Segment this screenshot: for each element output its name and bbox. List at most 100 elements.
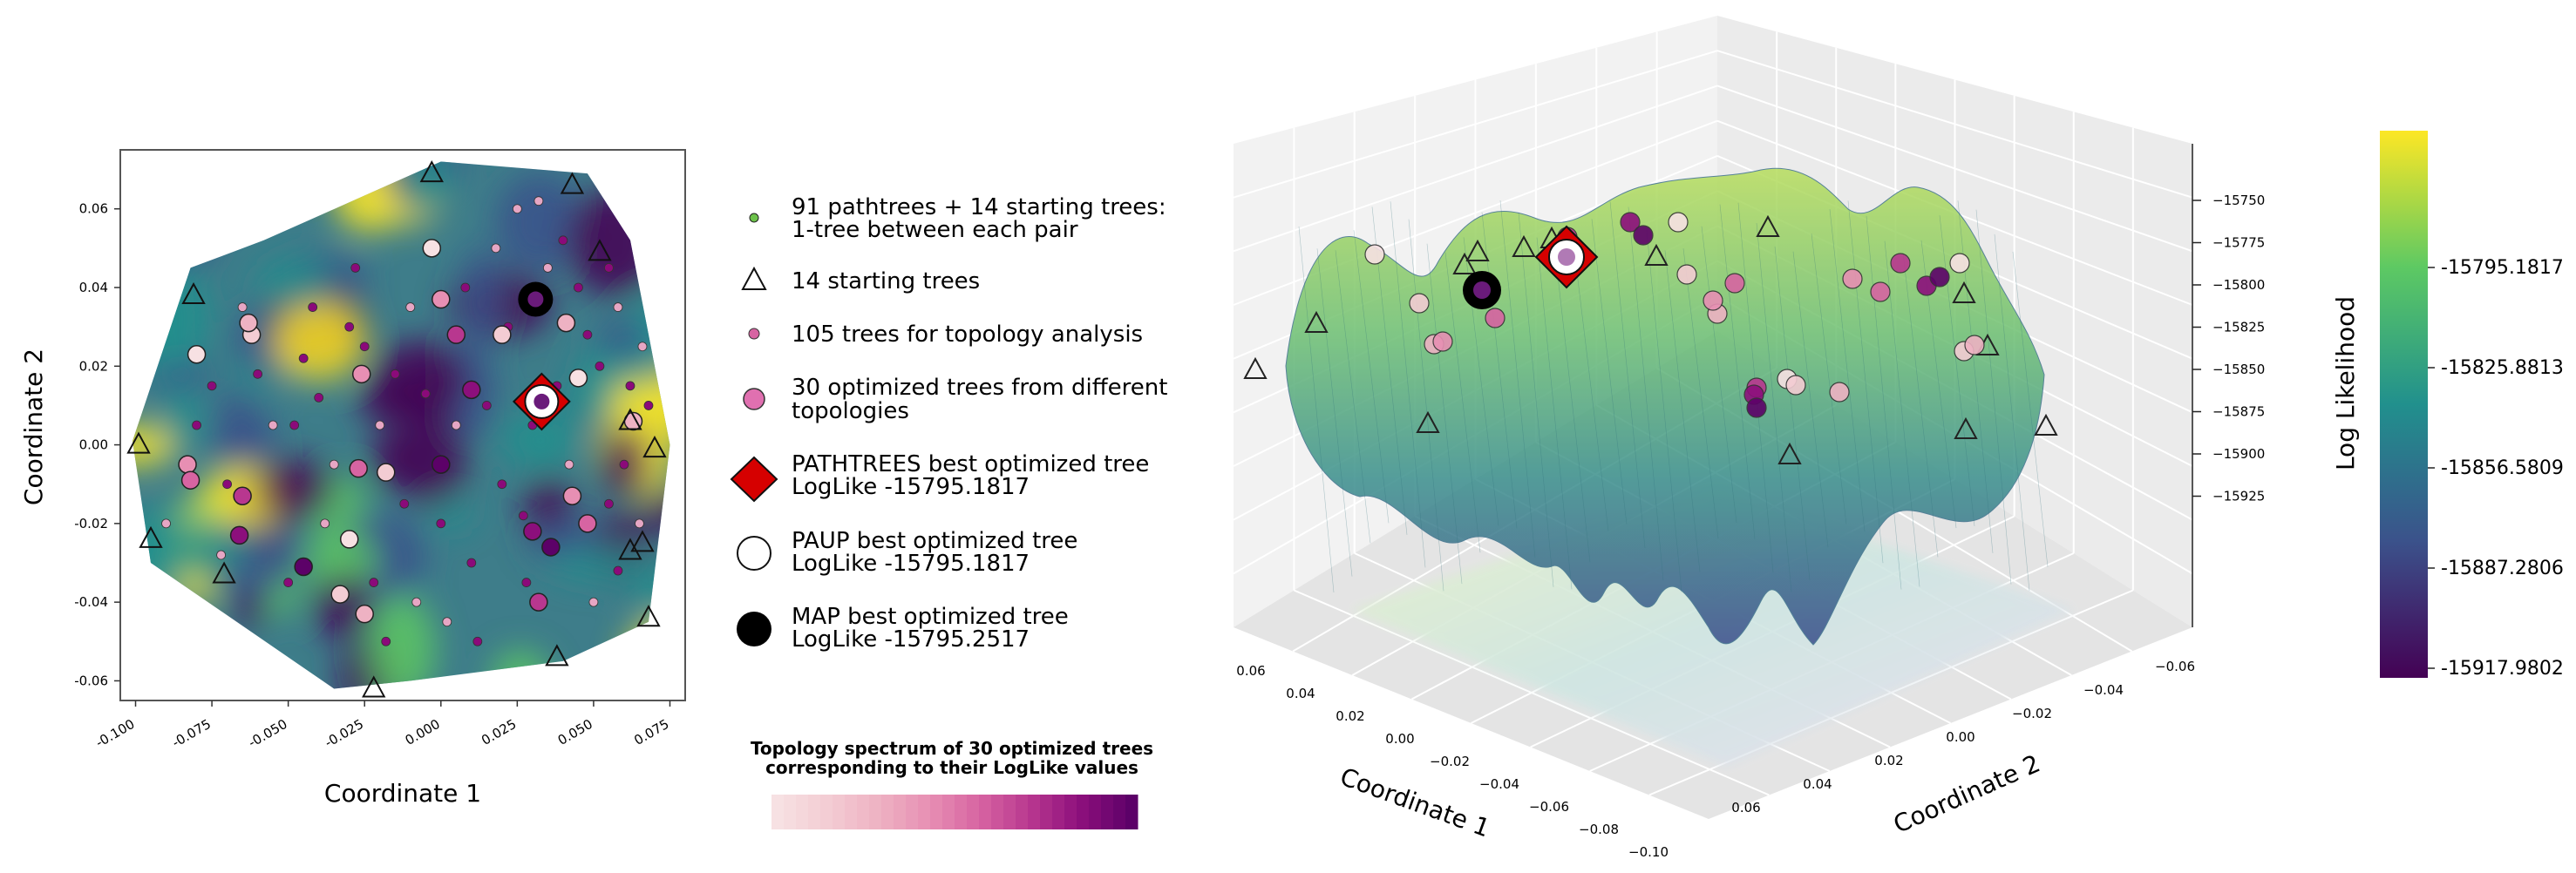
x-tick-label: -0.025 (322, 716, 366, 751)
spectrum-segment (1064, 795, 1077, 829)
starting-tree-marker (560, 172, 585, 194)
pathtree-point (595, 361, 605, 371)
pathtree-point (350, 263, 361, 273)
optimized-tree-point (339, 530, 359, 549)
spectrum-title: Topology spectrum of 30 optimized trees (751, 738, 1153, 759)
x-tick-label: -0.050 (246, 716, 290, 751)
optimized-tree-point (233, 486, 252, 506)
pathtree-point (390, 369, 400, 379)
y-tick-label: 0.02 (79, 358, 108, 374)
spectrum-segment (894, 795, 907, 829)
pathtree-point (320, 518, 330, 529)
y-tick-label: 0.04 (79, 280, 108, 295)
surface-plot: 0.06 0.04 0.02 0.00 −0.02 −0.04 −0.06 −0.08 −0.1… (1233, 16, 2564, 860)
spectrum-segment (1125, 795, 1138, 829)
optimized-tree-point (187, 344, 207, 364)
pathtree-point (512, 204, 522, 214)
starting-tree-marker (545, 644, 569, 667)
spectrum-segment (857, 795, 870, 829)
optimized-tree-point (493, 325, 512, 344)
y-tick-label: -0.04 (74, 594, 108, 610)
optimized-tree-point (446, 325, 466, 344)
starting-tree-3d (1952, 281, 1976, 303)
starting-tree-marker (636, 605, 661, 627)
pathtree-point (542, 263, 553, 273)
y-tick-label: -0.06 (74, 673, 108, 688)
y3d-tick-label: 0.00 (1946, 729, 1974, 745)
pathtree-point (635, 518, 644, 529)
x-tick-label: 0.025 (479, 716, 519, 748)
pathtree-point (289, 420, 300, 430)
legend-topology-text: 105 trees for topology analysis (792, 321, 1143, 348)
pathtree-point (237, 302, 248, 312)
pathtree-point (643, 401, 654, 410)
optimized-tree-point (180, 470, 201, 490)
paup-best-inner (534, 393, 550, 409)
spectrum-segment (1101, 795, 1114, 829)
y-tick-label: 0.06 (79, 201, 108, 217)
legend-pathtree-marker (749, 213, 759, 223)
y-tick-label: 0.00 (79, 437, 108, 453)
spectrum-segment (1113, 795, 1126, 829)
legend-map-text: MAP best optimized tree (792, 604, 1069, 630)
pathtree-point (399, 498, 410, 509)
map-best-inner (527, 291, 544, 308)
x3d-tick-label: −0.02 (1430, 754, 1470, 769)
pathtree-point (283, 578, 294, 587)
optimized-tree-3d (1842, 268, 1863, 289)
spectrum-bar (771, 795, 1138, 829)
pathtree-point (222, 479, 232, 490)
z3d-tick-label: −15775 (2212, 235, 2265, 251)
z3d-axis-label: Log Likelihood (2331, 296, 2360, 470)
spectrum-segment (796, 795, 809, 829)
pathtree-point (344, 321, 355, 332)
starting-tree-3d (1465, 239, 1490, 261)
pathtree-point (582, 329, 593, 340)
spectrum-segment (869, 795, 882, 829)
pathtree-point (637, 342, 648, 352)
spectrum-segment (881, 795, 894, 829)
spectrum-title-2: corresponding to their LogLike values (765, 757, 1138, 778)
colorbar-tick-label: -15856.5809 (2441, 457, 2564, 479)
pathtree-point (481, 401, 492, 410)
pathtree-point (314, 392, 324, 403)
pathtree-point (369, 578, 379, 587)
pathtree-point (604, 498, 614, 509)
legend-pathtrees-best-marker (730, 456, 778, 503)
optimized-tree-point (330, 585, 350, 604)
legend-pathtrees-best-text: PATHTREES best optimized tree (792, 451, 1149, 477)
x3d-tick-label: 0.04 (1286, 686, 1315, 701)
y-tick-label: -0.02 (74, 516, 108, 531)
spectrum-segment (942, 795, 955, 829)
pathtree-point (472, 636, 483, 646)
optimized-tree-3d (1829, 382, 1850, 403)
legend-optimized-text-2: topologies (792, 398, 909, 424)
legend: 91 pathtrees + 14 starting trees: 1-tree… (730, 194, 1167, 829)
legend-optimized-text: 30 optimized trees from different (792, 375, 1167, 401)
x-tick-label: -0.100 (93, 716, 138, 751)
legend-topology-marker (748, 328, 760, 340)
colorbar-tick-label: -15795.1817 (2441, 257, 2564, 279)
legend-map-marker (737, 612, 771, 646)
optimized-tree-point (239, 313, 258, 333)
pathtree-point (466, 558, 477, 568)
legend-paup-text: PAUP best optimized tree (792, 528, 1077, 554)
legend-starting-text: 14 starting trees (792, 268, 980, 294)
optimized-tree-3d (1949, 253, 1970, 274)
starting-tree-marker (618, 538, 642, 560)
colorbar-tick-label: -15917.9802 (2441, 658, 2564, 680)
y3d-tick-label: 0.04 (1803, 776, 1832, 792)
starting-tree-3d (2034, 413, 2058, 436)
optimized-tree-point (351, 364, 371, 384)
pathtree-point (521, 578, 532, 587)
contour-plot: -0.100 -0.075 -0.050 -0.025 0.000 0.025 0.050 0… (19, 149, 686, 808)
pathtree-point (420, 389, 431, 399)
optimized-tree-point (349, 458, 368, 478)
pathtree-point (534, 196, 544, 206)
z3d-tick-label: −15750 (2212, 193, 2265, 208)
optimized-tree-point (355, 604, 374, 624)
x3d-tick-label: 0.00 (1385, 731, 1414, 747)
pathtree-point (308, 302, 318, 312)
pathtree-point (161, 518, 171, 529)
z3d-tick-label: −15900 (2212, 446, 2265, 462)
